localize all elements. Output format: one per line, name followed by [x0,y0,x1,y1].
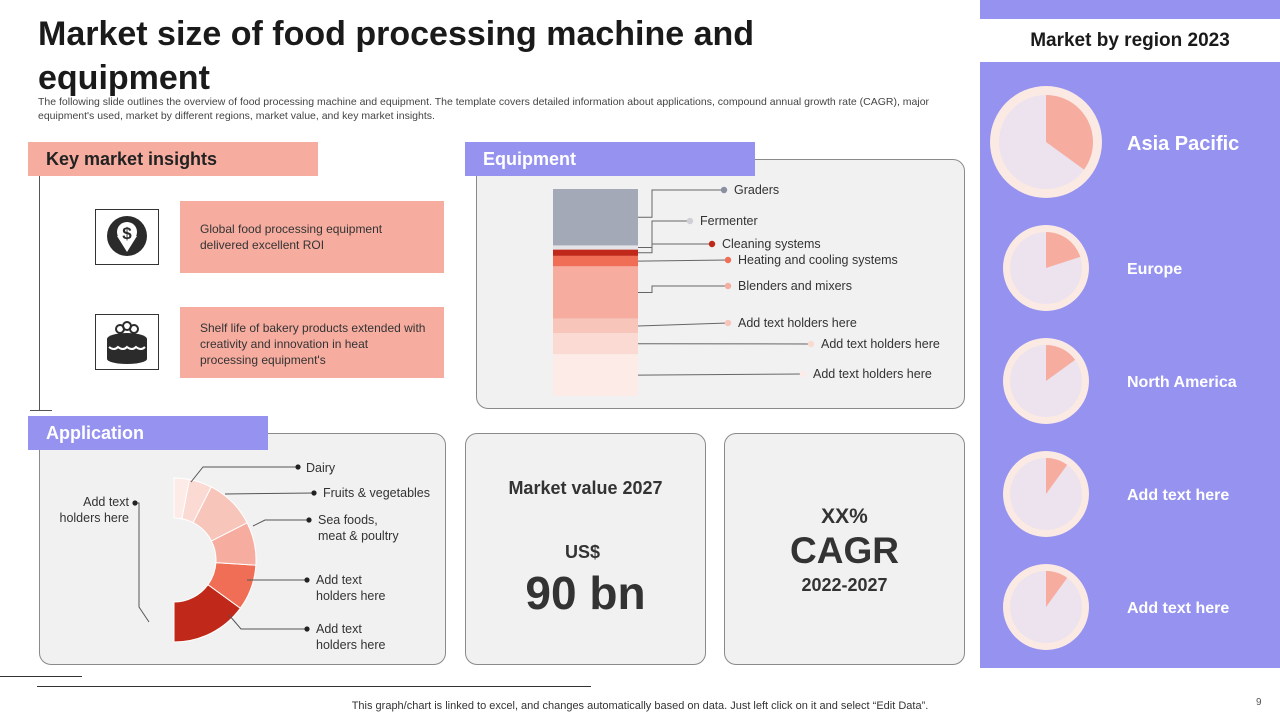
page-subtitle: The following slide outlines the overvie… [38,96,930,122]
application-label-5: Fruits & vegetables [323,486,430,500]
application-leader-dot-3 [304,577,310,583]
insight-1-icon-frame: $ [95,209,159,265]
application-header: Application [28,416,268,450]
application-label-1: Add text holders here [60,495,130,525]
application-label-4: Sea foods, meat & poultry [318,513,399,543]
application-leader-dot-6 [295,464,301,470]
cagr-panel [724,433,965,665]
application-donut-slice-6 [173,477,190,520]
insight-2-box: Shelf life of bakery products extended w… [180,307,444,378]
region-label-4: Add text here [1127,487,1229,504]
insights-connector-foot [30,410,52,411]
equipment-leader-line-8 [637,373,804,376]
application-leader-dot-4 [306,517,312,523]
dollar-down-arrow-icon: $ [107,216,147,256]
insight-2-text: Shelf life of bakery products extended w… [200,321,426,367]
equipment-bar-segment-3 [553,249,638,256]
cake-icon [107,321,147,364]
insight-1-text: Global food processing equipment deliver… [200,222,383,252]
equipment-leader-line-5 [638,285,728,293]
region-pie-slice-5 [1046,571,1068,607]
application-leader-line-4 [252,519,309,527]
equipment-legend-dot-2 [686,217,694,225]
cagr-value: XX% [821,505,868,528]
footnote: This graph/chart is linked to excel, and… [351,700,929,712]
page-title: Market size of food processing machine a… [38,15,755,97]
application-leader-line-5 [224,492,315,495]
equipment-stacked-bar-chart: Graders Fermenter Cleaning systems Heating … [553,183,940,396]
region-pie-slice-1 [1046,95,1093,170]
insights-connector-line [39,176,40,410]
application-leader-dot-2 [304,626,310,632]
equipment-legend-dot-7 [807,340,815,348]
market-value-label: Market value 2027 [508,478,663,498]
region-pie-slice-3 [1046,345,1076,381]
equipment-label-5: Blenders and mixers [738,279,852,293]
application-donut-chart: Add text holders here Add text holders here… [60,461,431,652]
equipment-leader-line-3 [638,243,712,254]
equipment-legend-dot-5 [724,282,732,290]
bottom-rule-long [37,686,591,687]
equipment-header: Equipment [465,142,755,176]
application-label-3: Add text holders here [316,573,386,603]
region-pie-slice-4 [1046,458,1068,494]
equipment-leader-line-2 [638,220,690,249]
cagr-period: 2022-2027 [801,575,888,595]
equipment-label-3: Cleaning systems [722,237,821,251]
region-label-3: North America [1127,374,1237,391]
cagr-label: CAGR [790,530,899,571]
equipment-label-1: Graders [734,183,779,197]
equipment-label-7: Add text holders here [821,337,940,351]
application-leader-line-2 [228,614,307,630]
equipment-bar-segment-6 [553,318,638,334]
equipment-label-4: Heating and cooling systems [738,253,898,267]
equipment-bar-segment-7 [553,333,638,355]
equipment-bar-segment-2 [553,245,638,250]
application-label-2: Add text holders here [316,622,386,652]
equipment-legend-dot-8 [799,370,807,378]
equipment-legend-dot-3 [708,240,716,248]
equipment-bar-segment-5 [553,266,638,319]
region-label-1: Asia Pacific [1127,133,1239,155]
equipment-label-8: Add text holders here [813,367,932,381]
equipment-leader-line-4 [637,259,729,262]
insight-1-box: Global food processing equipment deliver… [180,201,444,273]
region-pie-charts: Asia Pacific Europe North America Add text … [990,86,1239,650]
insights-header: Key market insights [28,142,318,176]
equipment-leader-line-1 [638,189,724,218]
region-pie-slice-2 [1046,232,1081,268]
page-number: 9 [1256,697,1262,708]
region-header: Market by region 2023 [980,19,1280,62]
application-leader-line-1 [135,502,150,623]
svg-text:$: $ [122,224,132,243]
market-value-currency: US$ [564,542,600,562]
equipment-label-2: Fermenter [700,214,758,228]
equipment-leader-line-6 [637,322,729,327]
equipment-legend-dot-1 [720,186,728,194]
equipment-legend-dot-6 [724,319,732,327]
insight-2-icon-frame [95,314,159,370]
bottom-rule-short [0,676,82,677]
equipment-bar-segment-1 [553,189,638,246]
application-leader-dot-5 [311,490,317,496]
equipment-label-6: Add text holders here [738,316,857,330]
region-label-2: Europe [1127,261,1182,278]
application-leader-line-6 [190,466,298,483]
region-label-5: Add text here [1127,600,1229,617]
application-label-6: Dairy [306,461,336,475]
equipment-legend-dot-4 [724,256,732,264]
market-value-amount: 90 bn [525,567,646,619]
equipment-bar-segment-4 [553,255,638,267]
equipment-bar-segment-8 [553,354,638,396]
application-leader-dot-1 [132,500,138,506]
market-value-panel [465,433,706,665]
